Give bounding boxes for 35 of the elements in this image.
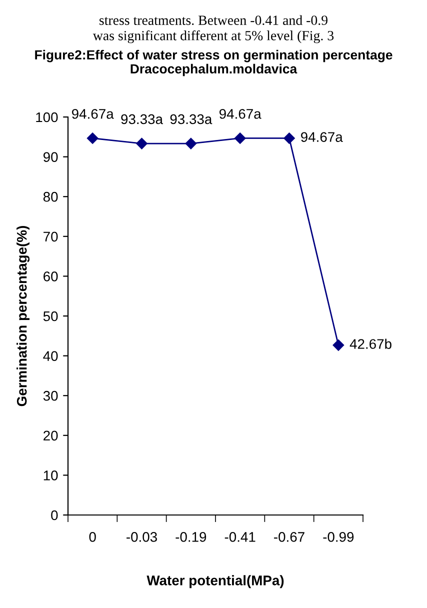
text: was significant different at 5% level (Fig. 3	[92, 30, 334, 44]
x-tick-label: -0.41	[224, 532, 256, 542]
y-tick-label: 20	[44, 430, 58, 441]
data-label: 94.67a	[219, 108, 262, 119]
y-tick-label: 90	[43, 152, 58, 162]
y-tick-label: 70	[44, 232, 58, 242]
y-tick-label: 0	[51, 510, 58, 520]
point	[332, 340, 344, 351]
y-tick-label: 50	[43, 311, 58, 322]
data-label: 94.67a	[301, 132, 343, 142]
y-tick-label: 30	[43, 390, 58, 401]
point	[185, 138, 197, 150]
data-label: 93.33a	[121, 114, 163, 124]
chart-title: Figure2:Effect of water stress on germination percentage	[35, 50, 392, 62]
x-tick-label: -0.03	[126, 532, 157, 542]
point	[86, 132, 98, 144]
y-tick-label: 40	[43, 351, 58, 361]
data-label: 93.33a	[170, 114, 212, 124]
data-label: 94.67a	[72, 108, 114, 119]
x-tick-label: 0	[89, 532, 96, 542]
y-tick-label: 100	[36, 112, 58, 122]
y-axis-title: Germination percentage(%)	[16, 226, 30, 406]
point	[234, 132, 246, 144]
data-label: 42.67b	[350, 338, 392, 349]
text: stress treatments. Between -0.41 and -0.9	[100, 15, 328, 26]
x-axis-title: Water potential(MPa)	[146, 575, 284, 588]
y-tick-label: 80	[43, 192, 58, 202]
point	[284, 132, 295, 144]
x-tick-label: -0.99	[323, 532, 354, 542]
x-tick-label: -0.67	[274, 532, 304, 542]
chart-subtitle: Dracocephalum.moldavica	[130, 64, 298, 76]
y-tick-label: 10	[44, 470, 58, 480]
y-tick-label: 60	[44, 272, 58, 282]
x-tick-label: -0.19	[176, 532, 206, 542]
point	[136, 138, 148, 150]
